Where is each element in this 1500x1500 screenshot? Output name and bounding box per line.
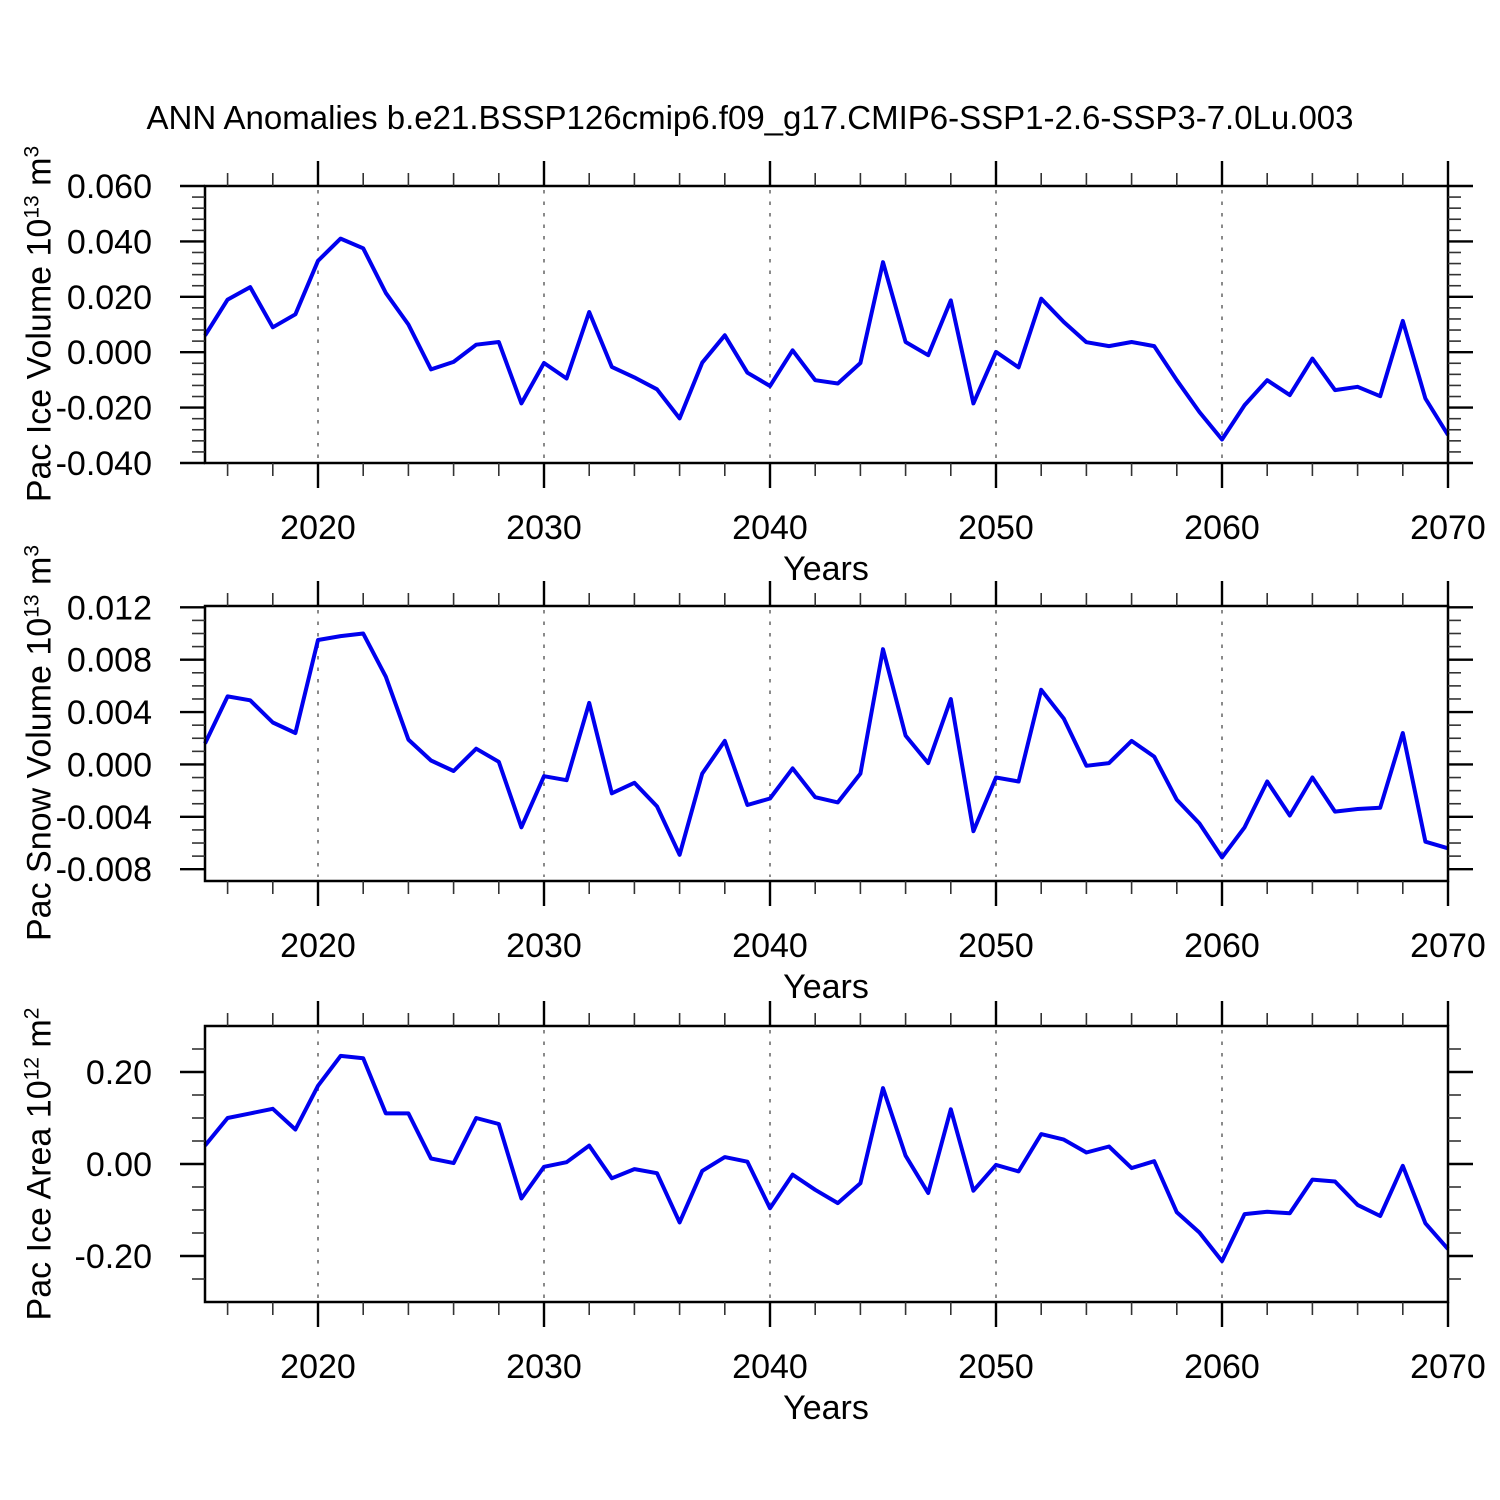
exponent: 13 bbox=[20, 594, 44, 618]
x-tick-label: 2060 bbox=[1184, 1348, 1260, 1386]
y-tick-label: -0.020 bbox=[56, 390, 152, 428]
x-tick-label: 2050 bbox=[958, 1348, 1034, 1386]
exponent: 13 bbox=[20, 195, 44, 219]
x-tick-label: 2050 bbox=[958, 927, 1034, 965]
y-axis-title-text: Pac Ice Area 10 bbox=[20, 1080, 59, 1321]
x-tick-label: 2020 bbox=[280, 1348, 356, 1386]
y-tick-label: 0.060 bbox=[67, 168, 152, 206]
y-tick-label: 0.000 bbox=[67, 746, 152, 784]
data-line bbox=[203, 1053, 1450, 1264]
y-tick-label: -0.008 bbox=[56, 851, 152, 889]
plot-frame bbox=[203, 1024, 1450, 1304]
x-tick-label: 2030 bbox=[506, 927, 582, 965]
unit: m bbox=[20, 556, 59, 595]
y-tick-label: 0.012 bbox=[67, 589, 152, 627]
unit: m bbox=[20, 1019, 59, 1058]
data-line bbox=[203, 631, 1449, 860]
x-axis-title-1: Years bbox=[783, 550, 869, 588]
x-tick-label: 2060 bbox=[1184, 927, 1260, 965]
main-title: ANN Anomalies b.e21.BSSP126cmip6.f09_g17… bbox=[146, 99, 1354, 136]
exponent: 2 bbox=[20, 1007, 44, 1020]
exponent: 3 bbox=[20, 544, 44, 557]
exponent: 3 bbox=[20, 145, 44, 158]
y-tick-label: 0.004 bbox=[67, 694, 152, 732]
x-tick-label: 2060 bbox=[1184, 509, 1260, 547]
unit: m bbox=[20, 157, 59, 196]
x-tick-label: 2030 bbox=[506, 509, 582, 547]
y-tick-label: 0.20 bbox=[86, 1054, 152, 1092]
y-axis-title-text: Pac Snow Volume 10 bbox=[20, 617, 59, 942]
x-tick-label: 2030 bbox=[506, 1348, 582, 1386]
chart-panel-pac-ice-area: 2020 2030 2040 2050 2060 2070 0.20 0.00 -0.20 bbox=[75, 1001, 1486, 1386]
x-tick-label: 2070 bbox=[1410, 509, 1486, 547]
chart-panel-pac-ice-volume: 2020 2030 2040 2050 2060 2070 0.060 0.040 0.020 0… bbox=[56, 161, 1486, 547]
plot-frame bbox=[203, 184, 1450, 465]
plot-frame bbox=[203, 604, 1450, 883]
x-tick-label: 2020 bbox=[280, 927, 356, 965]
y-axis-title-ice-volume: Pac Ice Volume 1013 m3 bbox=[20, 146, 59, 502]
x-axis-title-2: Years bbox=[783, 968, 869, 1006]
y-axis-title-ice-area: Pac Ice Area 1012 m2 bbox=[20, 1008, 59, 1321]
y-tick-label: -0.040 bbox=[56, 445, 152, 483]
y-tick-label: -0.20 bbox=[75, 1238, 153, 1276]
y-tick-label: 0.040 bbox=[67, 223, 152, 261]
y-tick-label: 0.000 bbox=[67, 334, 152, 372]
x-tick-label: 2040 bbox=[732, 1348, 808, 1386]
y-tick-label: 0.00 bbox=[86, 1146, 152, 1184]
exponent: 12 bbox=[20, 1057, 44, 1081]
data-line bbox=[203, 236, 1450, 442]
x-tick-label: 2050 bbox=[958, 509, 1034, 547]
y-axis-title-snow-volume: Pac Snow Volume 1013 m3 bbox=[20, 545, 59, 941]
x-tick-label: 2070 bbox=[1410, 927, 1486, 965]
x-tick-label: 2070 bbox=[1410, 1348, 1486, 1386]
y-axis-title-text: Pac Ice Volume 10 bbox=[20, 218, 59, 503]
x-tick-label: 2040 bbox=[732, 509, 808, 547]
x-tick-label: 2040 bbox=[732, 927, 808, 965]
y-tick-label: 0.020 bbox=[67, 279, 152, 317]
x-tick-label: 2020 bbox=[280, 509, 356, 547]
x-axis-title-3: Years bbox=[783, 1389, 869, 1427]
chart-panel-pac-snow-volume: 2020 2030 2040 2050 2060 2070 0.012 0.008 0.004 0… bbox=[56, 581, 1486, 965]
y-tick-label: 0.008 bbox=[67, 642, 152, 680]
y-tick-label: -0.004 bbox=[56, 799, 152, 837]
